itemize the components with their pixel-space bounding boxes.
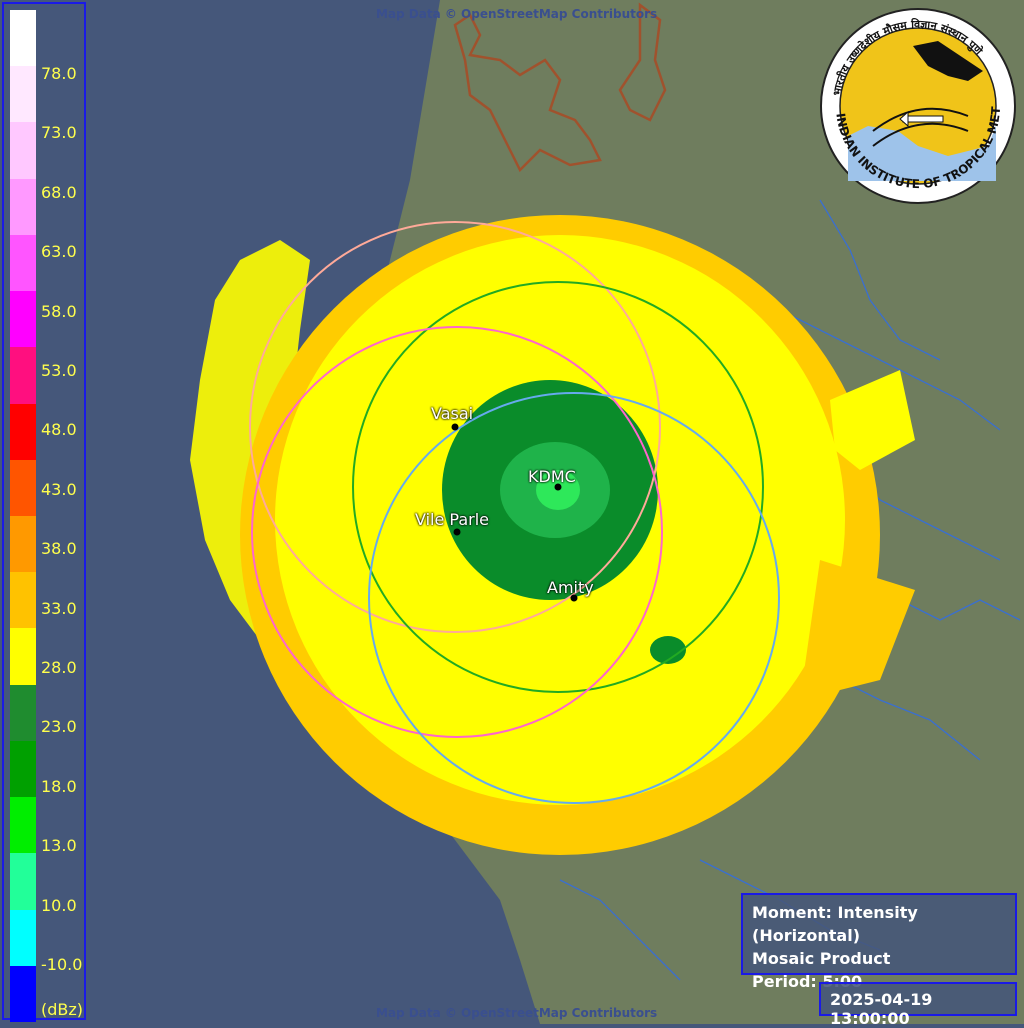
echo-se-sector bbox=[800, 560, 915, 700]
site-label-kdmc: KDMC bbox=[528, 467, 576, 486]
color-swatch bbox=[10, 122, 36, 179]
legend-tick: 23.0 bbox=[41, 717, 77, 736]
site-label-vasai: Vasai bbox=[431, 404, 474, 423]
site-marker-kdmc bbox=[554, 483, 562, 491]
color-swatch bbox=[10, 66, 36, 123]
color-swatch bbox=[10, 909, 36, 966]
site-marker-vasai bbox=[451, 423, 459, 431]
site-marker-amity bbox=[570, 594, 578, 602]
color-swatch bbox=[10, 234, 36, 292]
color-scale-legend: 78.0 73.0 68.0 63.0 58.0 53.0 48.0 43.0 … bbox=[2, 2, 86, 1022]
radar-site-markers bbox=[451, 423, 578, 602]
legend-tick: 18.0 bbox=[41, 777, 77, 796]
legend-tick: 10.0 bbox=[41, 896, 77, 915]
legend-tick: -10.0 bbox=[41, 955, 83, 974]
site-label-amity: Amity bbox=[547, 578, 594, 597]
legend-tick: 43.0 bbox=[41, 480, 77, 499]
timestamp-text: 2025-04-19 13:00:00 bbox=[830, 990, 933, 1028]
legend-tick: 68.0 bbox=[41, 183, 77, 202]
moment-text: Moment: Intensity (Horizontal) bbox=[752, 903, 918, 945]
color-swatch bbox=[10, 347, 36, 404]
color-swatch bbox=[10, 459, 36, 516]
legend-tick: 53.0 bbox=[41, 361, 77, 380]
color-swatch bbox=[10, 291, 36, 348]
product-info-panel: Moment: Intensity (Horizontal) Mosaic Pr… bbox=[741, 893, 1017, 991]
timestamp-box: 2025-04-19 13:00:00 bbox=[819, 982, 1017, 1028]
product-text: Mosaic Product bbox=[752, 949, 891, 968]
legend-tick: 63.0 bbox=[41, 242, 77, 261]
color-swatch bbox=[10, 572, 36, 629]
site-marker-vileparle bbox=[453, 528, 461, 536]
map-credit-top: Map Data © OpenStreetMap Contributors bbox=[376, 7, 658, 21]
color-swatch bbox=[10, 10, 36, 67]
echo-green-patch bbox=[650, 636, 686, 664]
color-swatch bbox=[10, 797, 36, 854]
legend-unit: (dBz) bbox=[41, 1000, 84, 1019]
district-boundary bbox=[453, 2, 667, 173]
color-swatch bbox=[10, 740, 36, 798]
legend-tick: 78.0 bbox=[41, 64, 77, 83]
radar-range-rings bbox=[249, 221, 780, 804]
map-credit-bottom: Map Data © OpenStreetMap Contributors bbox=[376, 1006, 658, 1020]
color-swatch bbox=[10, 515, 36, 573]
legend-tick: 38.0 bbox=[41, 539, 77, 558]
legend-tick: 48.0 bbox=[41, 420, 77, 439]
range-ring-vasai bbox=[249, 221, 661, 633]
echo-east-patch bbox=[830, 370, 915, 470]
legend-tick: 28.0 bbox=[41, 658, 77, 677]
range-ring-kdmc bbox=[352, 281, 764, 693]
legend-tick: 73.0 bbox=[41, 123, 77, 142]
legend-tick: 58.0 bbox=[41, 302, 77, 321]
color-ramp bbox=[10, 10, 36, 1022]
iitm-logo: INDIAN INSTITUTE OF TROPICAL METEOROLOGY… bbox=[818, 6, 1016, 204]
range-ring-amity bbox=[368, 392, 780, 804]
color-swatch bbox=[10, 628, 36, 685]
color-swatch bbox=[10, 853, 36, 910]
color-swatch bbox=[10, 684, 36, 741]
legend-tick: 13.0 bbox=[41, 836, 77, 855]
range-ring-vileparle bbox=[251, 326, 663, 738]
legend-tick: 33.0 bbox=[41, 599, 77, 618]
color-swatch bbox=[10, 178, 36, 235]
site-label-vileparle: Vile Parle bbox=[415, 510, 490, 529]
color-swatch bbox=[10, 403, 36, 460]
color-swatch bbox=[10, 965, 36, 1022]
